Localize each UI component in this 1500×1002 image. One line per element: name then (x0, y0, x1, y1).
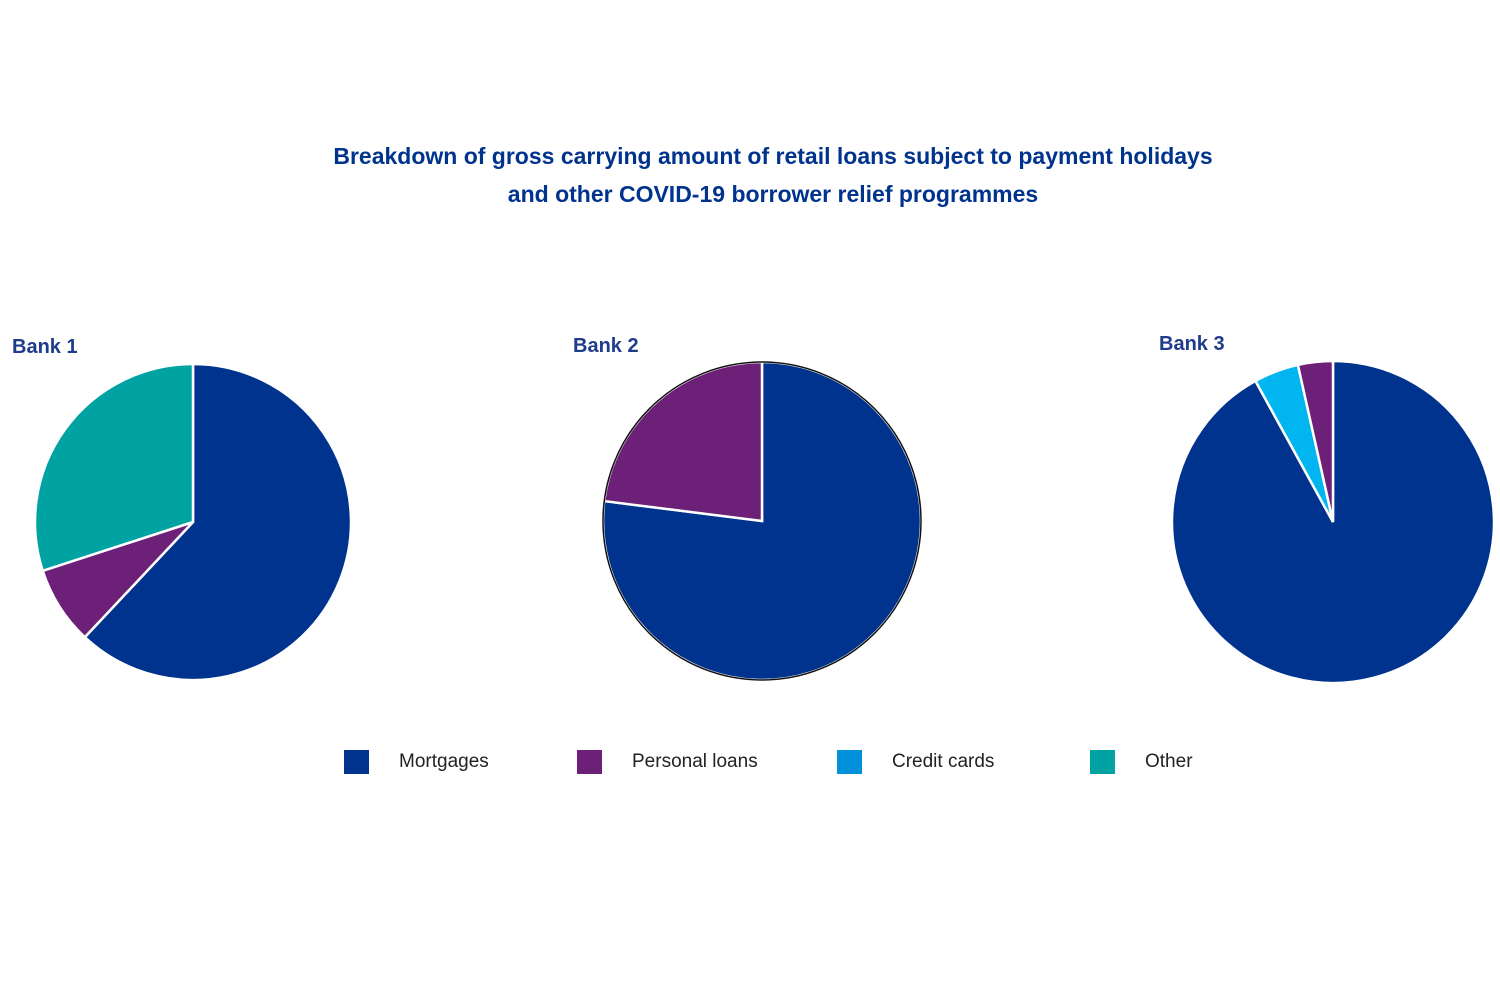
chart-title-line-1: Breakdown of gross carrying amount of re… (333, 143, 1213, 169)
legend-swatch (344, 750, 369, 774)
legend-label: Mortgages (399, 751, 489, 772)
bank-2-label: Bank 2 (573, 335, 639, 357)
pie-slice-bank-3-personal-loans (1296, 359, 1335, 523)
pie-outline (602, 361, 922, 681)
pie-slice-bank-1-other (33, 362, 195, 573)
legend-item-credit-cards: Credit cards (837, 750, 994, 774)
legend-swatch (837, 750, 862, 774)
legend-label: Other (1145, 751, 1193, 772)
bank-3-label: Bank 3 (1159, 333, 1225, 355)
legend-label: Personal loans (632, 751, 758, 772)
legend-item-personal-loans: Personal loans (577, 750, 758, 774)
chart-title: Breakdown of gross carrying amount of re… (0, 137, 1500, 213)
legend-item-mortgages: Mortgages (344, 750, 489, 774)
legend-swatch (1090, 750, 1115, 774)
pie-slice-bank-2-personal-loans (602, 360, 764, 523)
bank-1-label: Bank 1 (12, 336, 78, 358)
legend-label: Credit cards (892, 751, 995, 772)
pie-slice-bank-1-mortgages (83, 362, 353, 682)
legend-item-other: Other (1090, 750, 1193, 774)
legend-swatch (577, 750, 602, 774)
chart-title-line-2: and other COVID-19 borrower relief progr… (507, 181, 1039, 207)
